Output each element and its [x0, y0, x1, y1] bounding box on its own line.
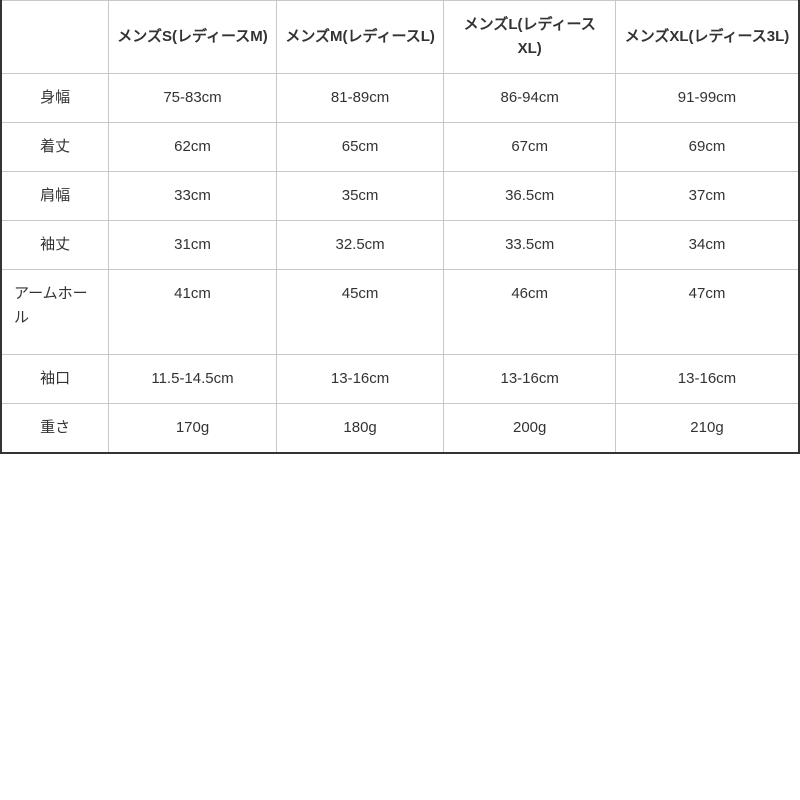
table-row: 袖丈 31cm 32.5cm 33.5cm 34cm: [0, 220, 800, 270]
table-cell: 13-16cm: [614, 354, 800, 404]
row-label: 重さ: [0, 403, 110, 454]
table-row: 袖口 11.5-14.5cm 13-16cm 13-16cm 13-16cm: [0, 354, 800, 404]
row-label: 肩幅: [0, 171, 110, 221]
table-cell: 13-16cm: [275, 354, 445, 404]
table-cell: 47cm: [614, 269, 800, 355]
table-cell: 67cm: [443, 122, 616, 172]
header-cell: メンズL(レディースXL): [443, 0, 616, 74]
table-cell: 180g: [275, 403, 445, 454]
table-cell: 33cm: [108, 171, 277, 221]
table-cell: 200g: [443, 403, 616, 454]
table-cell: 11.5-14.5cm: [108, 354, 277, 404]
header-cell: メンズXL(レディース3L): [614, 0, 800, 74]
table-cell: 31cm: [108, 220, 277, 270]
header-cell: メンズS(レディースM): [108, 0, 277, 74]
table-cell: 45cm: [275, 269, 445, 355]
table-row: 身幅 75-83cm 81-89cm 86-94cm 91-99cm: [0, 73, 800, 123]
table-cell: 46cm: [443, 269, 616, 355]
header-row: メンズS(レディースM) メンズM(レディースL) メンズL(レディースXL) …: [0, 0, 800, 74]
table-row: 肩幅 33cm 35cm 36.5cm 37cm: [0, 171, 800, 221]
row-label: 身幅: [0, 73, 110, 123]
row-label: 着丈: [0, 122, 110, 172]
row-label: 袖口: [0, 354, 110, 404]
table-cell: 91-99cm: [614, 73, 800, 123]
row-label: アームホール: [0, 269, 110, 355]
table-row: 着丈 62cm 65cm 67cm 69cm: [0, 122, 800, 172]
table-cell: 41cm: [108, 269, 277, 355]
table-row: アームホール 41cm 45cm 46cm 47cm: [0, 269, 800, 355]
table-cell: 69cm: [614, 122, 800, 172]
table-cell: 86-94cm: [443, 73, 616, 123]
table-cell: 210g: [614, 403, 800, 454]
table-cell: 32.5cm: [275, 220, 445, 270]
size-table: メンズS(レディースM) メンズM(レディースL) メンズL(レディースXL) …: [0, 0, 800, 454]
table-cell: 13-16cm: [443, 354, 616, 404]
table-cell: 170g: [108, 403, 277, 454]
table-cell: 75-83cm: [108, 73, 277, 123]
header-cell: メンズM(レディースL): [275, 0, 445, 74]
table-cell: 81-89cm: [275, 73, 445, 123]
header-cell: [0, 0, 110, 74]
table-cell: 37cm: [614, 171, 800, 221]
table-cell: 34cm: [614, 220, 800, 270]
table-cell: 33.5cm: [443, 220, 616, 270]
table-row: 重さ 170g 180g 200g 210g: [0, 403, 800, 454]
table-cell: 65cm: [275, 122, 445, 172]
row-label: 袖丈: [0, 220, 110, 270]
table-cell: 35cm: [275, 171, 445, 221]
table-cell: 36.5cm: [443, 171, 616, 221]
table-cell: 62cm: [108, 122, 277, 172]
